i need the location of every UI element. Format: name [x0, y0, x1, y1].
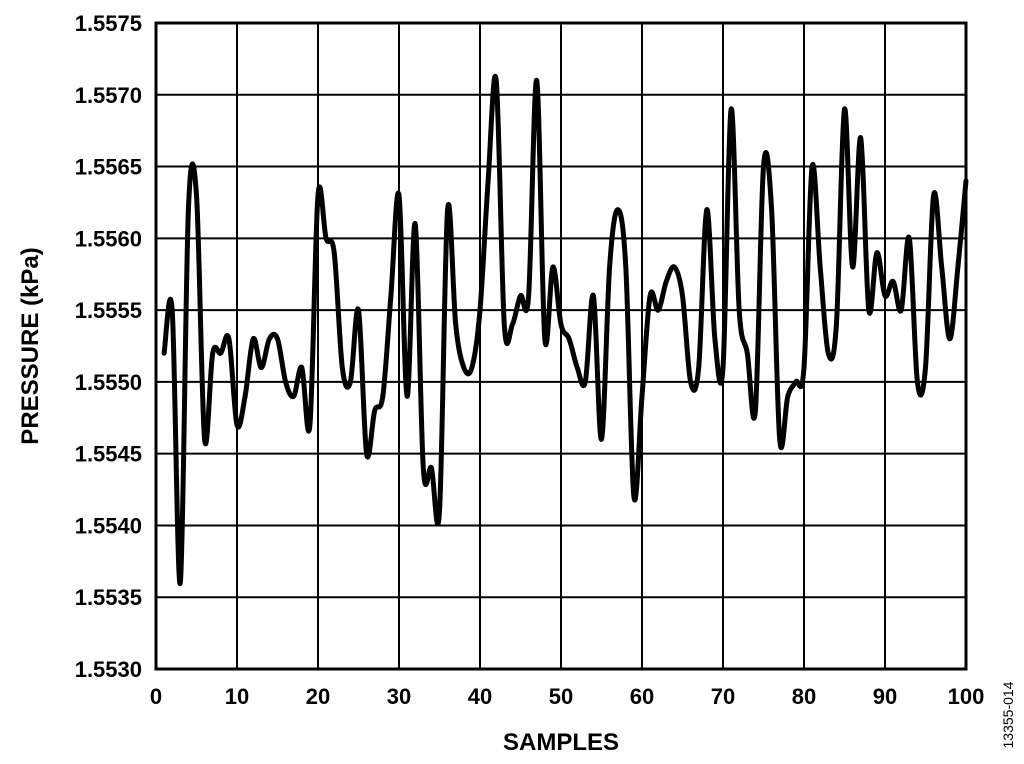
x-tick-labels: 0 10 20 30 40 50 60 70 80 90 100: [150, 684, 984, 709]
x-axis-label: SAMPLES: [503, 729, 619, 756]
y-tick-label: 1.5570: [75, 83, 142, 108]
y-tick-label: 1.5560: [75, 226, 142, 251]
x-tick-label: 0: [150, 684, 162, 709]
y-tick-label: 1.5530: [75, 657, 142, 682]
x-tick-label: 60: [630, 684, 654, 709]
y-tick-label: 1.5575: [75, 11, 142, 36]
x-tick-label: 70: [711, 684, 735, 709]
plot-frame: [154, 21, 968, 671]
x-tick-label: 100: [948, 684, 985, 709]
y-tick-label: 1.5535: [75, 585, 142, 610]
x-tick-label: 80: [792, 684, 816, 709]
series-line: [161, 74, 969, 586]
y-tick-labels: 1.5530 1.5535 1.5540 1.5545 1.5550 1.5555 1.55…: [75, 11, 142, 682]
x-tick-label: 50: [549, 684, 573, 709]
x-tick-label: 90: [873, 684, 897, 709]
y-tick-label: 1.5550: [75, 370, 142, 395]
figure-id: 13355-014: [1000, 681, 1016, 748]
y-axis-label: PRESSURE (kPa): [17, 247, 44, 444]
x-tick-label: 30: [387, 684, 411, 709]
y-tick-label: 1.5540: [75, 513, 142, 538]
y-tick-label: 1.5545: [75, 442, 142, 467]
x-tick-label: 40: [468, 684, 492, 709]
x-tick-label: 20: [306, 684, 330, 709]
x-tick-label: 10: [225, 684, 249, 709]
y-tick-label: 1.5565: [75, 155, 142, 180]
y-tick-label: 1.5555: [75, 298, 142, 323]
